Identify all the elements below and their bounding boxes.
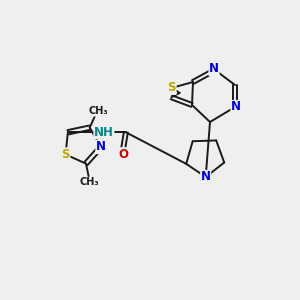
Text: O: O (118, 148, 128, 161)
Text: CH₃: CH₃ (88, 106, 108, 116)
Text: N: N (201, 170, 211, 184)
Text: N: N (96, 140, 106, 154)
Text: NH: NH (94, 126, 114, 139)
Text: N: N (231, 100, 241, 113)
Text: S: S (168, 81, 176, 94)
Text: S: S (61, 148, 70, 161)
Text: N: N (209, 62, 219, 76)
Text: CH₃: CH₃ (80, 177, 99, 187)
